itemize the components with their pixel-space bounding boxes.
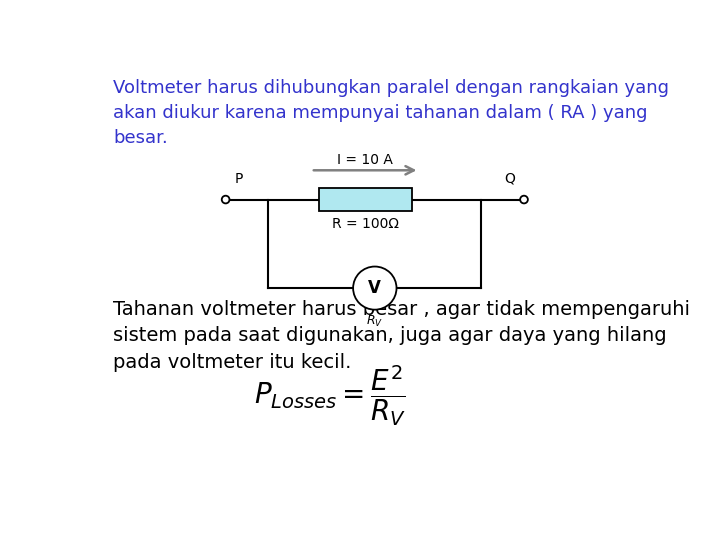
Text: $R_V$: $R_V$ <box>366 314 384 329</box>
Text: I = 10 A: I = 10 A <box>337 153 393 167</box>
Text: V: V <box>369 279 382 297</box>
Text: P: P <box>235 172 243 186</box>
Text: Voltmeter harus dihubungkan paralel dengan rangkaian yang
akan diukur karena mem: Voltmeter harus dihubungkan paralel deng… <box>113 79 670 147</box>
Text: R = 100Ω: R = 100Ω <box>332 217 399 231</box>
Bar <box>319 188 412 211</box>
Text: $P_{Losses} = \dfrac{E^2}{R_V}$: $P_{Losses} = \dfrac{E^2}{R_V}$ <box>254 364 406 428</box>
Text: Tahanan voltmeter harus besar , agar tidak mempengaruhi
sistem pada saat digunak: Tahanan voltmeter harus besar , agar tid… <box>113 300 690 372</box>
Text: Q: Q <box>504 172 515 186</box>
Circle shape <box>353 267 397 309</box>
